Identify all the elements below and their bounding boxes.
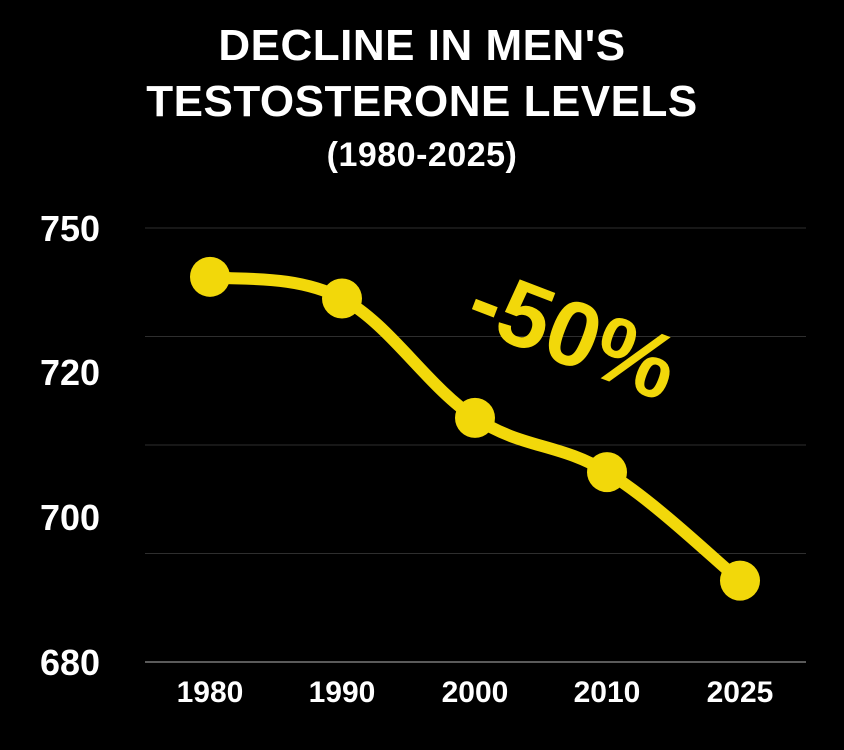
chart-title: DECLINE IN MEN'S	[218, 21, 626, 70]
x-tick-label: 2025	[707, 676, 774, 709]
data-point	[455, 397, 495, 438]
x-tick-labels: 1980 1990 2000 2010 2025	[177, 676, 774, 709]
y-tick-label: 720	[40, 352, 100, 393]
x-tick-label: 2010	[574, 676, 641, 709]
y-tick-label: 750	[40, 208, 100, 249]
x-tick-label: 1990	[309, 676, 376, 709]
data-points	[190, 256, 760, 601]
y-tick-label: 680	[40, 642, 100, 683]
y-tick-label: 700	[40, 497, 100, 538]
data-point	[587, 452, 627, 493]
data-point	[720, 560, 760, 601]
data-point	[322, 278, 362, 319]
data-point	[190, 256, 230, 297]
y-tick-labels: 750 720 700 680	[40, 208, 100, 683]
x-tick-label: 2000	[442, 676, 509, 709]
decline-annotation: -50%	[455, 248, 692, 420]
chart-title-line2: TESTOSTERONE LEVELS	[146, 77, 698, 126]
x-tick-label: 1980	[177, 676, 244, 709]
chart-subtitle: (1980-2025)	[326, 136, 518, 174]
gridlines	[145, 227, 806, 663]
